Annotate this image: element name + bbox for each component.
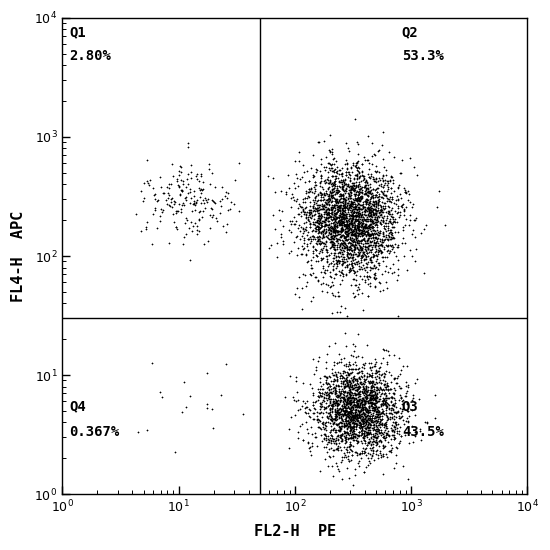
Text: Q3: Q3 [402, 399, 419, 413]
Text: 43.5%: 43.5% [402, 425, 444, 439]
X-axis label: FL2-H  PE: FL2-H PE [254, 524, 336, 539]
Text: 0.367%: 0.367% [69, 425, 119, 439]
Text: 2.80%: 2.80% [69, 49, 111, 63]
Y-axis label: FL4-H  APC: FL4-H APC [11, 211, 26, 301]
Text: Q1: Q1 [69, 25, 86, 39]
Text: Q2: Q2 [402, 25, 419, 39]
Text: Q4: Q4 [69, 399, 86, 413]
Text: 53.3%: 53.3% [402, 49, 444, 63]
